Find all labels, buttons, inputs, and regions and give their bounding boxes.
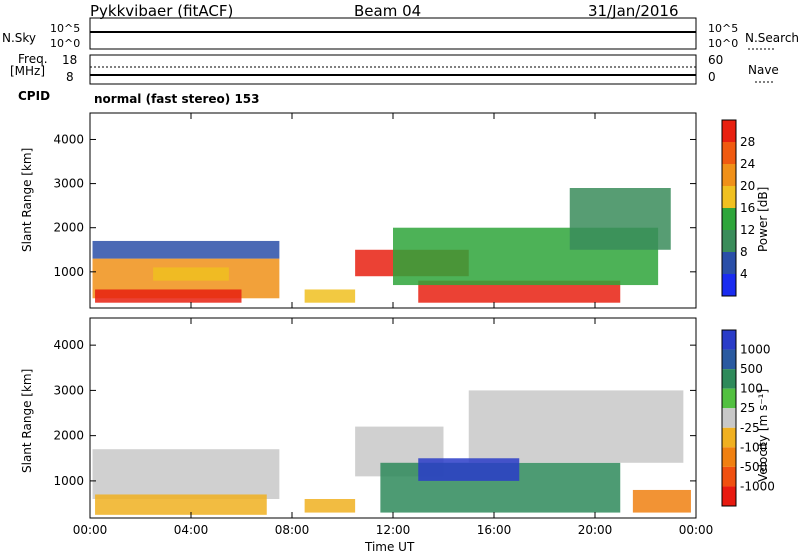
- velocity-colorbar-tick-label: 25: [740, 401, 755, 415]
- time-xtick-label: 04:00: [174, 523, 209, 537]
- nave-bottom-tick: 0: [708, 70, 716, 84]
- power-colorbar-cell: [722, 274, 736, 296]
- power-colorbar-cell: [722, 164, 736, 186]
- time-xtick-label: 20:00: [578, 523, 613, 537]
- velocity-echo-region: [304, 498, 356, 513]
- beam-title: Beam 04: [354, 2, 422, 20]
- velocity-colorbar-cell: [722, 388, 736, 409]
- power-colorbar-tick-label: 20: [740, 179, 755, 193]
- power-colorbar-cell: [722, 230, 736, 252]
- velocity-colorbar-cell: [722, 408, 736, 428]
- power-colorbar-cell: [722, 208, 736, 230]
- velocity-colorbar-tick-label: 1000: [740, 343, 771, 357]
- time-xtick-label: 16:00: [477, 523, 512, 537]
- nsearch-label: N.Search: [745, 31, 800, 45]
- power-colorbar-tick-label: 28: [740, 135, 755, 149]
- power-colorbar-cell: [722, 186, 736, 208]
- velocity-ytick-label: 4000: [53, 338, 84, 352]
- power-echo-region: [92, 240, 280, 259]
- freq-panel: [89, 54, 697, 85]
- power-ytick-label: 4000: [53, 132, 84, 146]
- power-echo-region: [153, 267, 229, 281]
- nave-label: Nave: [748, 63, 779, 77]
- velocity-echo-region: [95, 494, 267, 515]
- cpid-label: CPID: [18, 89, 51, 103]
- power-colorbar-cell: [722, 252, 736, 274]
- power-colorbar-tick-label: 12: [740, 223, 755, 237]
- power-echo-region: [95, 289, 242, 303]
- power-ytick-label: 2000: [53, 221, 84, 235]
- velocity-echo-region: [92, 449, 280, 499]
- power-echo-region: [418, 280, 621, 303]
- power-colorbar-tick-label: 8: [740, 245, 748, 259]
- power-colorbar-tick-label: 4: [740, 267, 748, 281]
- velocity-colorbar-cell: [722, 447, 736, 467]
- velocity-colorbar-frame: [721, 329, 737, 507]
- time-xlabel: Time UT: [365, 540, 415, 554]
- velocity-colorbar-cell: [722, 466, 736, 487]
- time-xtick-label: 12:00: [376, 523, 411, 537]
- velocity-colorbar-tick-label: 500: [740, 362, 763, 376]
- freq-label: Freq.: [18, 52, 48, 66]
- velocity-colorbar-tick-label: -100: [740, 440, 767, 454]
- nsearch-bottom-tick: 10^0: [708, 37, 739, 50]
- velocity-echo-region: [418, 458, 520, 481]
- nsearch-top-tick: 10^5: [708, 22, 739, 35]
- velocity-colorbar-tick-label: 100: [740, 382, 763, 396]
- nsky-bottom-tick: 10^0: [50, 37, 81, 50]
- velocity-colorbar-cell: [722, 427, 736, 448]
- velocity-colorbar-tick-label: -1000: [740, 479, 775, 493]
- time-xtick-label: 00:00: [73, 523, 108, 537]
- power-colorbar-cell: [722, 142, 736, 164]
- velocity-colorbar-tick-label: -25: [740, 421, 760, 435]
- nsky-top-tick: 10^5: [50, 22, 81, 35]
- date-title: 31/Jan/2016: [588, 2, 679, 20]
- power-ytick-label: 1000: [53, 265, 84, 279]
- power-colorbar-tick-label: 16: [740, 201, 755, 215]
- cpid-text: normal (fast stereo) 153: [94, 92, 260, 106]
- time-xtick-label: 00:00: [679, 523, 714, 537]
- velocity-ytick-label: 1000: [53, 474, 84, 488]
- velocity-echo-region: [632, 489, 691, 513]
- power-colorbar-cell: [722, 120, 736, 142]
- power-ytick-label: 3000: [53, 177, 84, 191]
- velocity-ytick-label: 3000: [53, 383, 84, 397]
- velocity-colorbar-cell: [722, 486, 736, 506]
- velocity-colorbar-cell: [722, 369, 736, 389]
- velocity-ytick-label: 2000: [53, 429, 84, 443]
- velocity-echo-region: [468, 390, 684, 463]
- velocity-colorbar-tick-label: -500: [740, 460, 767, 474]
- time-xtick-label: 08:00: [275, 523, 310, 537]
- freq-top-tick: 18: [62, 53, 78, 67]
- freq-bottom-tick: 8: [66, 70, 74, 84]
- power-colorbar-frame: [721, 119, 737, 297]
- nsky-label: N.Sky: [2, 31, 37, 45]
- nsky-panel: [89, 17, 697, 50]
- velocity-colorbar-cell: [722, 349, 736, 370]
- nave-top-tick: 60: [708, 53, 724, 67]
- power-echo-region: [304, 289, 356, 303]
- power-colorbar-tick-label: 24: [740, 157, 755, 171]
- power-echo-region: [569, 188, 671, 250]
- freq-unit: [MHz]: [10, 64, 46, 78]
- velocity-colorbar-cell: [722, 330, 736, 350]
- station-title: Pykkvibaer (fitACF): [90, 2, 234, 20]
